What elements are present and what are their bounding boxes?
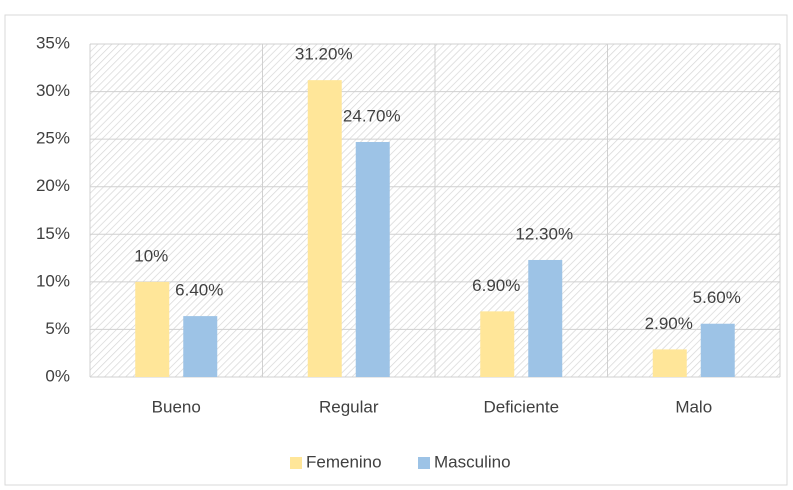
legend-swatch (290, 457, 302, 469)
bar (480, 311, 515, 377)
x-tick-label: Bueno (152, 397, 201, 416)
x-tick-label: Regular (319, 397, 379, 416)
bar (355, 141, 390, 377)
bar (652, 349, 687, 377)
bar (307, 80, 342, 377)
x-tick-label: Malo (675, 397, 712, 416)
legend-label: Masculino (434, 452, 511, 471)
y-tick-label: 5% (45, 319, 70, 338)
y-tick-label: 25% (36, 129, 70, 148)
data-label: 6.40% (175, 281, 223, 300)
y-tick-label: 20% (36, 176, 70, 195)
data-label: 24.70% (343, 106, 401, 125)
legend-swatch (418, 457, 430, 469)
y-tick-label: 15% (36, 224, 70, 243)
y-tick-label: 10% (36, 271, 70, 290)
data-label: 5.60% (693, 288, 741, 307)
data-label: 6.90% (472, 276, 520, 295)
bar (700, 323, 735, 377)
data-label: 12.30% (515, 224, 573, 243)
y-tick-label: 30% (36, 81, 70, 100)
x-tick-label: Deficiente (483, 397, 559, 416)
data-label: 31.20% (295, 45, 353, 64)
y-tick-label: 35% (36, 33, 70, 52)
y-tick-label: 0% (45, 366, 70, 385)
bar (183, 316, 218, 377)
legend-label: Femenino (306, 452, 382, 471)
data-label: 2.90% (645, 314, 693, 333)
bar (528, 259, 563, 377)
data-label: 10% (134, 246, 168, 265)
bar (135, 281, 170, 377)
